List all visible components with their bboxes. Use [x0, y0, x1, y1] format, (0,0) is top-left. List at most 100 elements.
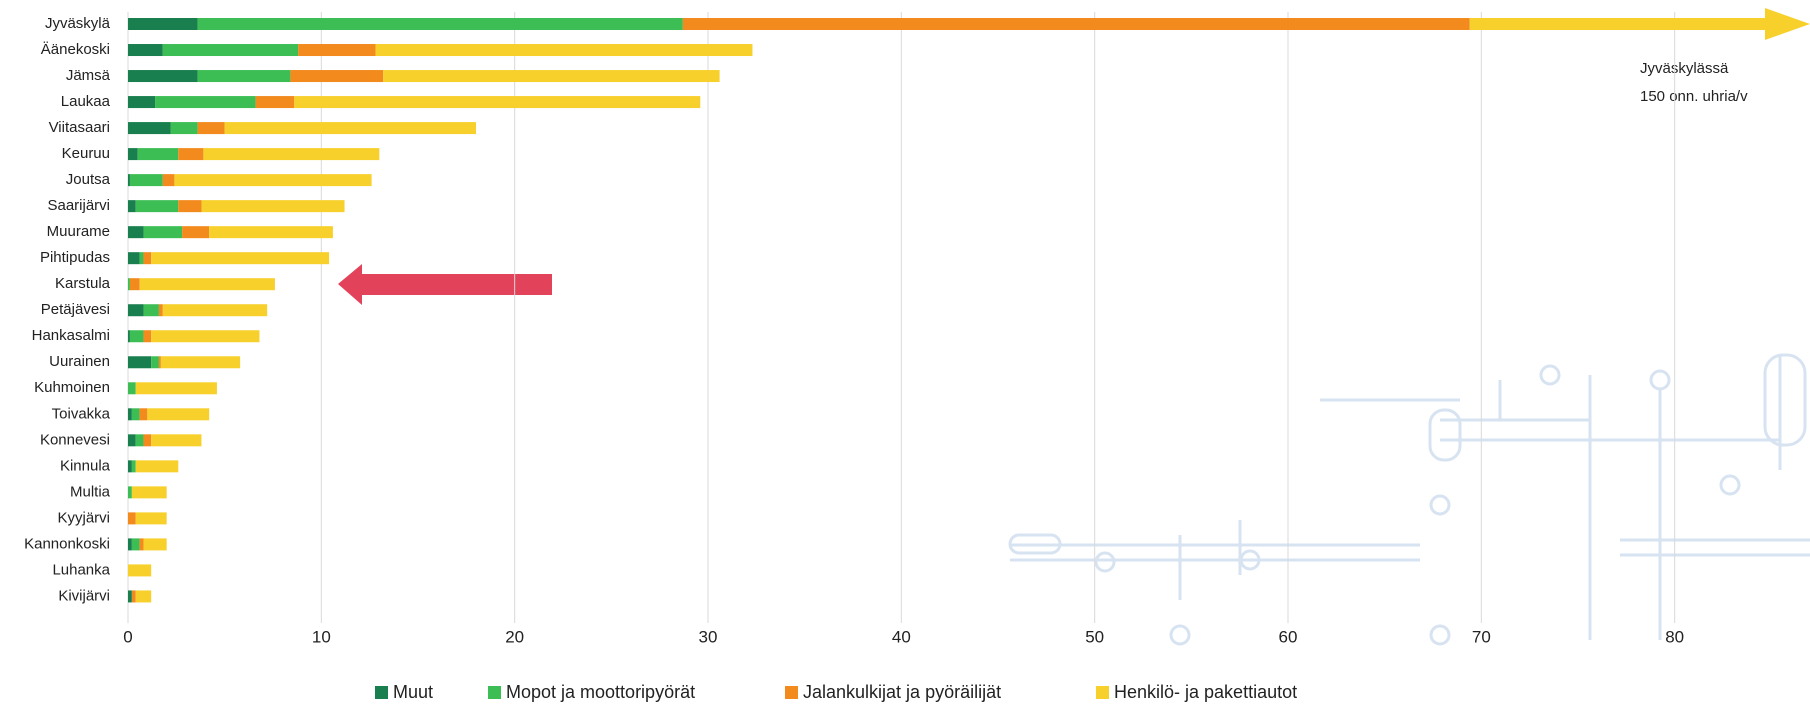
bar-segment: [128, 304, 144, 317]
y-tick-label: Kivijärvi: [58, 587, 110, 604]
x-tick-label: 0: [123, 627, 132, 646]
bar-segment: [129, 278, 140, 291]
bar-segment: [203, 148, 380, 161]
bar-segment: [131, 538, 140, 551]
y-tick-label: Saarijärvi: [47, 197, 110, 214]
bar-segment: [128, 330, 130, 343]
bar-segment: [135, 460, 179, 473]
x-tick-label: 40: [892, 627, 911, 646]
bar-segment: [128, 278, 130, 291]
annotation: 150 onn. uhria/v: [1640, 88, 1748, 105]
x-tick-label: 20: [505, 627, 524, 646]
bar-segment: [128, 252, 140, 265]
y-tick-label: Kuhmoinen: [34, 379, 110, 396]
bar-segment: [143, 226, 183, 239]
legend-label: Jalankulkijat ja pyöräilijät: [803, 682, 1001, 702]
bar-segment: [1469, 18, 1765, 30]
x-tick-label: 80: [1665, 627, 1684, 646]
bar-segment: [170, 122, 198, 135]
bar-segment: [128, 434, 136, 447]
x-tick-label: 30: [699, 627, 718, 646]
bar-segment: [139, 252, 144, 265]
bar-segment: [128, 148, 138, 161]
y-tick-label: Äänekoski: [41, 41, 110, 58]
bar-segment: [131, 486, 167, 499]
bar-segment: [147, 408, 210, 421]
y-tick-label: Uurainen: [49, 353, 110, 370]
bar-segment: [135, 200, 179, 213]
bar-segment: [128, 356, 152, 369]
bar-segment: [143, 252, 152, 265]
bar-segment: [128, 408, 132, 421]
bar-segment: [178, 148, 204, 161]
bar-segment: [128, 512, 136, 525]
bar-segment: [135, 590, 152, 603]
bar-segment: [151, 252, 330, 265]
bar-segment: [197, 122, 225, 135]
y-tick-label: Jämsä: [66, 67, 111, 84]
bar-segment: [178, 200, 202, 213]
bar-segment: [128, 590, 132, 603]
bar-segment: [128, 44, 163, 57]
bar-segment: [209, 226, 333, 239]
bar-segment: [197, 18, 683, 30]
bar-segment: [128, 226, 144, 239]
legend-label: Muut: [393, 682, 433, 702]
bar-segment: [162, 174, 175, 187]
bar-segment: [128, 486, 132, 499]
y-tick-label: Hankasalmi: [32, 327, 110, 344]
y-tick-label: Viitasaari: [49, 119, 110, 136]
bar-segment: [294, 96, 701, 109]
bar-segment: [128, 70, 198, 83]
bar-segment: [224, 122, 476, 135]
bar-segment: [298, 44, 376, 57]
bar-segment: [143, 304, 159, 317]
x-tick-label: 50: [1085, 627, 1104, 646]
grid: [127, 12, 1676, 623]
y-tick-label: Multia: [70, 483, 111, 500]
bar-segment: [162, 304, 268, 317]
bar-segment: [151, 356, 159, 369]
bar-segment: [135, 382, 217, 395]
bar-segment: [158, 304, 163, 317]
legend-label: Mopot ja moottoripyörät: [506, 682, 695, 702]
legend-swatch: [785, 686, 798, 699]
y-tick-label: Petäjävesi: [41, 301, 110, 318]
bar-segment: [131, 460, 136, 473]
bar-segment: [139, 278, 275, 291]
bar-segment: [255, 96, 295, 109]
bar-segment: [128, 96, 156, 109]
bar-segment: [128, 174, 130, 187]
bar-segment: [128, 538, 132, 551]
bar-segment: [201, 200, 345, 213]
bar-segment: [135, 434, 144, 447]
bar-segment: [151, 434, 202, 447]
bar-segment: [290, 70, 384, 83]
y-tick-label: Kyyjärvi: [57, 509, 110, 526]
annotation: Jyväskylässä: [1640, 60, 1729, 77]
bar-segment: [128, 564, 152, 577]
bar-segment: [151, 330, 260, 343]
bar-segment: [128, 18, 198, 30]
bar-segment: [129, 330, 144, 343]
x-tick-label: 70: [1472, 627, 1491, 646]
y-tick-label: Laukaa: [61, 93, 111, 110]
bar-segment: [128, 382, 136, 395]
bar-segment: [160, 356, 241, 369]
y-tick-label: Keuruu: [62, 145, 110, 162]
highlight-arrow: [338, 264, 552, 305]
legend-label: Henkilö- ja pakettiautot: [1114, 682, 1297, 702]
background-decoration: [1008, 353, 1810, 646]
x-tick-label: 10: [312, 627, 331, 646]
bar-segment: [182, 226, 210, 239]
bar-segment: [128, 200, 136, 213]
y-tick-label: Kinnula: [60, 457, 111, 474]
bar-segment: [143, 434, 152, 447]
y-tick-label: Pihtipudas: [40, 249, 110, 266]
bar-segment: [131, 590, 136, 603]
x-tick-label: 60: [1279, 627, 1298, 646]
bar-segment: [129, 174, 163, 187]
y-tick-label: Muurame: [47, 223, 110, 240]
bar-segment: [155, 96, 256, 109]
